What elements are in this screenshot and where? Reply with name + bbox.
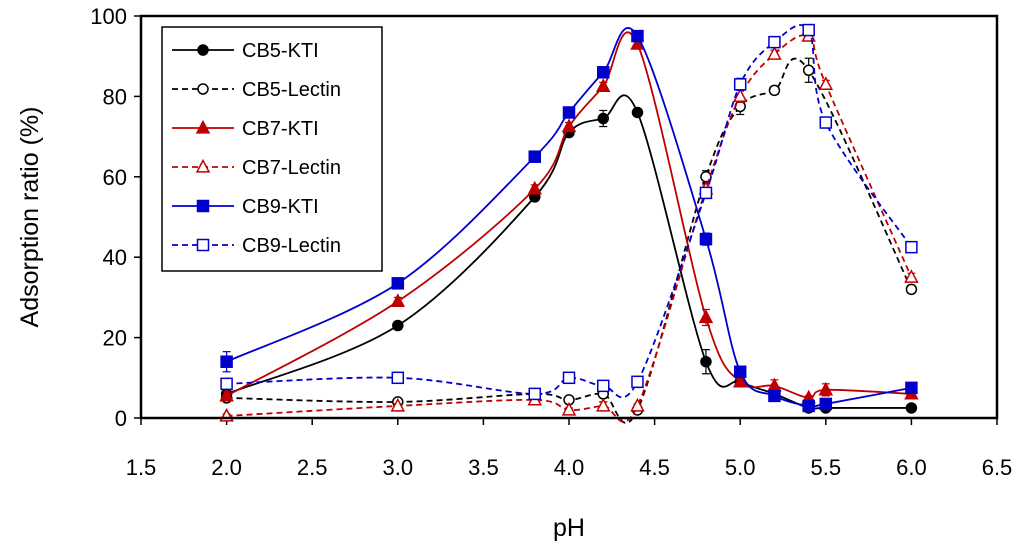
y-tick-label: 0 (115, 406, 127, 431)
data-point (561, 401, 577, 416)
legend-label: CB5-KTI (242, 40, 319, 62)
legend-label: CB5-Lectin (242, 79, 341, 101)
legend-item-cb9-kti: CB9-KTI (172, 196, 319, 218)
data-point (596, 66, 610, 79)
data-point (802, 399, 815, 413)
data-point (905, 283, 918, 296)
x-axis: 1.5 2.0 2.5 3.0 3.5 4.0 4.5 5.0 5.5 6.0 6.5 (126, 418, 1013, 480)
x-axis-title: pH (553, 514, 585, 542)
data-point (562, 371, 576, 385)
data-point (699, 232, 713, 246)
plot-frame (139, 14, 999, 420)
series-cb9-kti (220, 27, 918, 413)
series-line (226, 34, 913, 423)
data-point (528, 150, 542, 163)
legend-label: CB9-Lectin (242, 235, 341, 257)
data-point (596, 379, 610, 393)
x-tick-label: 6.0 (896, 455, 927, 480)
data-point (527, 180, 543, 195)
data-point (733, 365, 747, 379)
legend-label: CB9-KTI (242, 196, 319, 218)
data-point (818, 381, 834, 396)
legend-marker (195, 119, 211, 134)
data-point (732, 373, 748, 388)
x-tick-label: 5.0 (725, 455, 756, 480)
y-tick-label: 100 (90, 4, 127, 29)
data-point (595, 397, 611, 412)
data-point (767, 46, 782, 60)
data-point (733, 78, 747, 91)
data-point (562, 106, 576, 119)
x-tick-label: 2.5 (297, 455, 328, 480)
x-tick-label: 4.0 (554, 455, 585, 480)
legend-item-cb5-kti: CB5-KTI (172, 40, 319, 62)
data-point (391, 277, 405, 290)
data-point (819, 397, 833, 411)
legend-marker (197, 83, 209, 95)
y-tick-label: 20 (103, 326, 127, 351)
legend-item-cb7-kti: CB7-KTI (172, 118, 319, 140)
series-line (226, 57, 913, 424)
legend-item-cb9-lectin: CB9-Lectin (172, 235, 341, 257)
y-axis: 0 20 40 60 80 100 (90, 4, 141, 431)
data-point (219, 387, 234, 402)
data-point (768, 84, 781, 97)
data-point (802, 23, 815, 37)
y-tick-label: 40 (103, 245, 127, 270)
data-point (698, 309, 714, 324)
data-point (528, 387, 542, 401)
x-tick-label: 3.0 (383, 455, 414, 480)
legend-box (161, 26, 383, 272)
legend: CB5-KTI CB5-Lectin CB7-KTI CB7-Lectin CB9-KT… (161, 26, 383, 272)
x-tick-label: 3.5 (468, 455, 499, 480)
data-point (699, 186, 713, 200)
legend-item-cb5-lectin: CB5-Lectin (172, 79, 341, 101)
data-point (392, 319, 404, 332)
legend-label: CB7-Lectin (242, 157, 341, 179)
data-point (597, 112, 609, 125)
data-point (732, 88, 748, 103)
series-line (226, 24, 913, 399)
x-tick-label: 2.0 (211, 455, 242, 480)
data-point (905, 381, 918, 395)
data-point (905, 402, 918, 414)
series-layer (219, 23, 919, 424)
data-point (700, 355, 712, 368)
legend-label: CB7-KTI (242, 118, 319, 140)
y-tick-label: 60 (103, 165, 127, 190)
data-point (390, 293, 406, 308)
y-axis-title: Adsorption ratio (%) (16, 107, 44, 328)
data-point (768, 389, 781, 403)
data-point (595, 78, 611, 92)
data-point (631, 106, 644, 119)
x-tick-label: 6.5 (982, 455, 1013, 480)
data-point (768, 35, 781, 49)
data-point (905, 240, 918, 254)
legend-marker (197, 44, 209, 56)
legend-marker (196, 238, 210, 252)
data-point (220, 355, 233, 368)
data-point (390, 397, 406, 412)
legend-item-cb7-lectin: CB7-Lectin (172, 157, 341, 179)
x-tick-label: 5.5 (811, 455, 842, 480)
legend-marker (196, 199, 210, 213)
data-point (631, 29, 644, 43)
data-point (561, 118, 577, 133)
y-tick-label: 80 (103, 84, 127, 109)
legend-marker (195, 158, 211, 173)
x-tick-label: 1.5 (126, 455, 157, 480)
data-point (818, 76, 834, 90)
x-tick-label: 4.5 (639, 455, 670, 480)
series-cb9-lectin (220, 23, 918, 401)
data-point (391, 371, 405, 385)
data-point (904, 269, 919, 283)
data-point (631, 375, 644, 389)
data-point (220, 377, 233, 391)
data-point (819, 116, 833, 129)
data-point (630, 397, 645, 412)
data-point (802, 64, 815, 77)
